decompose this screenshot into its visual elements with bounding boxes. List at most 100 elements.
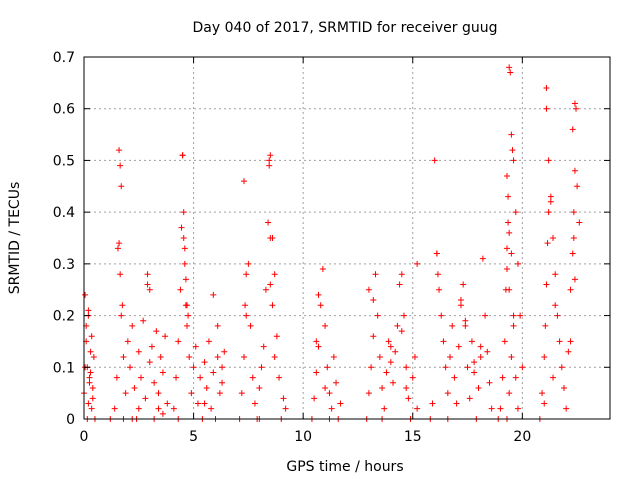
data-point <box>146 359 153 366</box>
data-point <box>194 400 201 407</box>
data-point <box>162 333 169 340</box>
data-point <box>118 312 125 319</box>
data-point <box>552 302 559 309</box>
data-point <box>177 286 184 293</box>
data-point <box>506 286 513 293</box>
data-point <box>117 162 124 169</box>
y-tick-label: 0 <box>66 412 75 428</box>
data-point <box>506 64 513 71</box>
data-point <box>574 183 581 190</box>
x-tick-label: 5 <box>189 429 198 445</box>
data-point <box>552 271 559 278</box>
data-point <box>221 348 228 355</box>
data-point <box>203 384 210 391</box>
data-point <box>256 384 263 391</box>
data-point <box>282 405 289 412</box>
data-point <box>129 322 136 329</box>
data-point <box>365 286 372 293</box>
data-point <box>337 400 344 407</box>
x-tick-label: 15 <box>404 429 422 445</box>
data-point <box>266 162 273 169</box>
data-point <box>144 271 151 278</box>
data-point <box>313 369 320 376</box>
data-point <box>319 266 326 273</box>
data-point <box>541 353 548 360</box>
data-point <box>567 286 574 293</box>
data-point <box>508 131 515 138</box>
data-point <box>180 209 187 216</box>
data-point <box>543 105 550 112</box>
data-point <box>208 405 215 412</box>
data-point <box>192 343 199 350</box>
data-point <box>245 260 252 267</box>
data-point <box>571 167 578 174</box>
data-point <box>273 333 280 340</box>
data-point <box>370 297 377 304</box>
data-point <box>507 69 514 76</box>
data-point <box>560 384 567 391</box>
data-point <box>462 317 469 324</box>
data-point <box>471 369 478 376</box>
data-point <box>181 245 188 252</box>
data-point <box>89 395 96 402</box>
data-point <box>447 353 454 360</box>
data-point <box>135 405 142 412</box>
data-point <box>116 240 123 247</box>
data-point <box>376 353 383 360</box>
data-point <box>482 312 489 319</box>
data-point <box>124 338 131 345</box>
data-point <box>90 353 97 360</box>
data-point <box>409 374 416 381</box>
data-point <box>114 245 121 252</box>
data-point <box>276 374 283 381</box>
data-point <box>210 291 217 298</box>
data-point <box>573 105 580 112</box>
data-point <box>434 271 441 278</box>
y-tick-label: 0.7 <box>53 50 75 66</box>
data-point <box>442 364 449 371</box>
data-point <box>315 291 322 298</box>
chart-title: Day 040 of 2017, SRMTID for receiver guu… <box>193 20 498 36</box>
data-point <box>403 364 410 371</box>
data-point <box>201 400 208 407</box>
data-point <box>398 271 405 278</box>
data-point <box>258 364 265 371</box>
data-point <box>390 379 397 386</box>
data-point <box>260 343 267 350</box>
data-point <box>238 390 245 397</box>
data-point <box>142 395 149 402</box>
data-point <box>159 410 166 417</box>
data-point <box>547 193 554 200</box>
data-point <box>140 317 147 324</box>
data-point <box>153 328 160 335</box>
data-point <box>251 400 258 407</box>
data-point <box>505 219 512 226</box>
data-point <box>266 157 273 164</box>
data-point <box>468 338 475 345</box>
data-point <box>249 374 256 381</box>
data-point <box>87 348 94 355</box>
data-point <box>89 384 96 391</box>
data-point <box>117 271 124 278</box>
data-point <box>464 364 471 371</box>
data-point <box>219 379 226 386</box>
data-point <box>429 400 436 407</box>
data-point <box>396 281 403 288</box>
data-point <box>484 348 491 355</box>
data-point <box>120 353 127 360</box>
data-point <box>462 322 469 329</box>
data-point <box>414 260 421 267</box>
data-point <box>197 374 204 381</box>
data-point <box>179 152 186 159</box>
data-point <box>466 395 473 402</box>
data-point <box>155 390 162 397</box>
data-point <box>503 172 510 179</box>
data-point <box>322 322 329 329</box>
data-point <box>545 157 552 164</box>
data-point <box>436 286 443 293</box>
data-point <box>449 322 456 329</box>
data-point <box>411 353 418 360</box>
data-point <box>519 364 526 371</box>
data-point <box>433 250 440 257</box>
data-point <box>545 209 552 216</box>
